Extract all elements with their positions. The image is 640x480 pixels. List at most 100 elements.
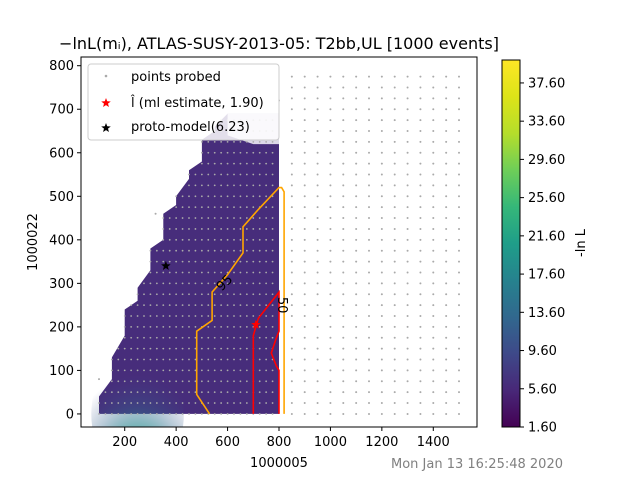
probe-point [258, 336, 261, 339]
probe-point [329, 358, 332, 361]
probe-point [368, 108, 370, 111]
probe-point [271, 228, 274, 230]
probe-point [290, 108, 293, 111]
probe-point [316, 119, 319, 122]
probe-point [432, 260, 435, 263]
probe-point [200, 336, 203, 339]
probe-point [406, 151, 409, 154]
probe-point [380, 195, 383, 198]
probe-point [406, 271, 409, 274]
probe-point [258, 162, 261, 165]
probe-point [226, 315, 229, 317]
probe-point [368, 227, 370, 230]
probe-point [181, 238, 184, 241]
probe-point [175, 260, 178, 263]
probe-point [245, 380, 248, 383]
probe-point [258, 195, 261, 198]
probe-point [162, 347, 165, 350]
probe-point [406, 402, 409, 405]
probe-point [432, 402, 435, 405]
probe-point [143, 358, 145, 361]
probe-point [149, 282, 152, 285]
probe-point [393, 336, 396, 339]
probe-point [233, 260, 235, 263]
probe-point [239, 336, 242, 339]
probe-point [368, 238, 370, 241]
probe-point [419, 325, 422, 328]
probe-point [342, 369, 345, 372]
probe-point [380, 227, 383, 230]
probe-point [207, 336, 210, 339]
y-tick-label: 700 [49, 103, 74, 118]
probe-point [200, 282, 203, 285]
probe-point [342, 315, 345, 317]
probe-point [258, 380, 261, 383]
probe-point [220, 391, 223, 394]
probe-point [432, 358, 435, 361]
probe-point [252, 304, 255, 307]
probe-point [368, 184, 370, 187]
probe-point [393, 412, 396, 415]
probe-point [233, 293, 235, 296]
probe-point [355, 347, 358, 350]
probe-point [290, 195, 293, 198]
probe-point [303, 391, 306, 394]
probe-point [393, 369, 396, 372]
probe-point [123, 358, 126, 361]
probe-point [271, 336, 274, 339]
probe-point [123, 336, 126, 339]
probe-point [355, 108, 358, 111]
probe-point [233, 413, 235, 415]
probe-point [265, 228, 268, 230]
probe-point [458, 402, 460, 405]
probe-point [149, 260, 152, 263]
probe-point [226, 402, 229, 404]
probe-point [380, 249, 383, 252]
probe-point [290, 412, 293, 415]
probe-point [136, 369, 139, 372]
probe-point [194, 391, 197, 394]
probe-point [188, 184, 190, 187]
probe-point [226, 369, 229, 372]
probe-point [419, 293, 422, 296]
probe-point [207, 206, 210, 209]
probe-point [265, 249, 268, 252]
probe-point [368, 412, 370, 415]
probe-point [445, 369, 448, 372]
probe-point [458, 119, 460, 122]
probe-point [290, 140, 293, 143]
probe-point [419, 108, 422, 111]
probe-point [162, 260, 165, 263]
probe-point [271, 282, 274, 285]
probe-point [342, 412, 345, 415]
probe-point [207, 402, 210, 404]
probe-point [329, 195, 332, 198]
probe-point [368, 173, 370, 176]
probe-point [419, 402, 422, 405]
probe-point [432, 412, 435, 415]
probe-point [406, 293, 409, 296]
probe-point [445, 97, 448, 100]
probe-point [290, 358, 293, 361]
probe-point [303, 304, 306, 307]
probe-point [239, 369, 242, 372]
probe-point [194, 347, 197, 350]
probe-point [233, 347, 235, 350]
probe-point [155, 380, 158, 383]
probe-point [220, 271, 223, 274]
probe-point [117, 347, 120, 350]
probe-point [380, 260, 383, 263]
probe-point [380, 336, 383, 339]
probe-point [303, 86, 306, 89]
probe-point [303, 195, 306, 198]
probe-point [432, 75, 435, 78]
probe-point [181, 217, 184, 219]
probe-point [342, 206, 345, 209]
probe-point [162, 413, 165, 415]
probe-point [432, 108, 435, 111]
probe-point [406, 336, 409, 339]
probe-point [316, 336, 319, 339]
probe-point [303, 271, 306, 274]
probe-point [181, 325, 184, 328]
probe-point [419, 140, 422, 143]
